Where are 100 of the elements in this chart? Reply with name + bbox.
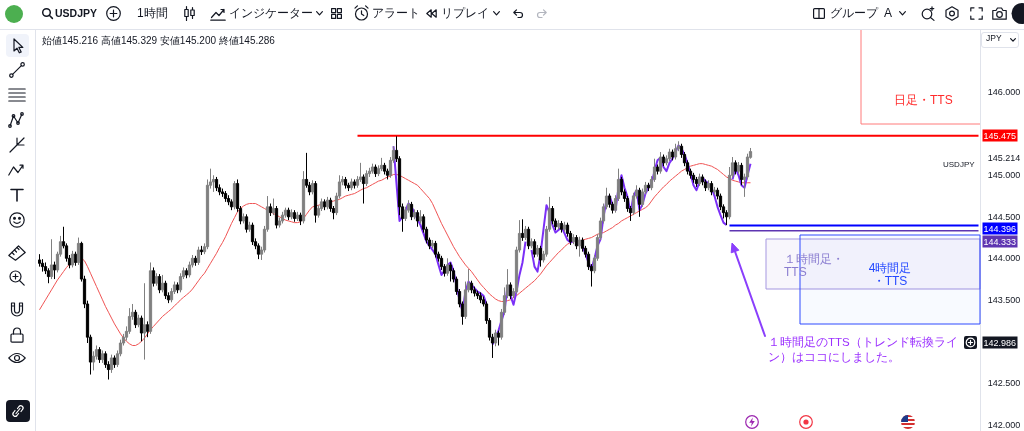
candlestick bbox=[70, 250, 75, 268]
candlestick bbox=[739, 162, 744, 186]
candlestick bbox=[286, 207, 291, 221]
candlestick bbox=[100, 349, 105, 364]
candlestick bbox=[49, 238, 54, 280]
candlestick bbox=[292, 209, 297, 223]
candlestick bbox=[667, 148, 672, 162]
annotation: USDJPY bbox=[943, 160, 976, 169]
candlestick bbox=[298, 212, 303, 226]
candlestick bbox=[343, 176, 348, 190]
annotation: １時間足のTTS（トレンド転換ライン）はココにしました。 bbox=[768, 335, 959, 365]
candlestick bbox=[139, 315, 144, 342]
candlestick bbox=[289, 208, 294, 220]
candlestick bbox=[244, 213, 249, 234]
candlestick bbox=[241, 212, 246, 224]
candlestick bbox=[250, 222, 255, 246]
candlestick bbox=[226, 194, 231, 206]
candlestick bbox=[214, 176, 219, 192]
candlestick bbox=[607, 193, 612, 209]
candlestick bbox=[271, 198, 276, 216]
candlestick bbox=[40, 258, 45, 273]
candlestick bbox=[562, 221, 567, 233]
candlestick bbox=[382, 162, 387, 175]
candlestick bbox=[706, 179, 711, 191]
candlestick bbox=[556, 219, 561, 230]
annotation: 142.986 bbox=[983, 337, 1017, 348]
annotation: 145.475 bbox=[983, 130, 1017, 141]
candlestick bbox=[445, 257, 450, 277]
y-tick-label: 144.000 bbox=[987, 253, 1021, 264]
candlestick bbox=[670, 149, 675, 161]
candlestick bbox=[229, 198, 234, 211]
annotation: 日足・TTS bbox=[894, 93, 953, 107]
candlestick bbox=[412, 208, 417, 220]
candlestick bbox=[364, 169, 369, 187]
y-tick-label: 145.000 bbox=[987, 170, 1021, 181]
candlestick bbox=[142, 282, 147, 361]
candlestick bbox=[274, 205, 279, 229]
candlestick bbox=[199, 245, 204, 256]
candlestick bbox=[76, 237, 81, 266]
candlestick bbox=[136, 314, 141, 328]
candlestick bbox=[580, 237, 585, 253]
candlestick bbox=[433, 240, 438, 258]
candlestick bbox=[703, 178, 708, 192]
candlestick bbox=[109, 354, 114, 374]
candlestick bbox=[577, 236, 582, 258]
candlestick bbox=[220, 188, 225, 198]
candlestick bbox=[736, 161, 741, 175]
candlestick bbox=[373, 164, 378, 178]
candlestick bbox=[538, 245, 543, 268]
candlestick bbox=[415, 209, 420, 228]
candlestick bbox=[709, 180, 714, 196]
candlestick bbox=[661, 154, 666, 167]
candlestick bbox=[379, 157, 384, 172]
candlestick bbox=[151, 266, 156, 288]
candlestick bbox=[475, 290, 480, 300]
text: USDJPY bbox=[55, 7, 98, 20]
candlestick bbox=[496, 330, 501, 346]
y-tick-label: 142.500 bbox=[987, 378, 1021, 388]
text: リプレイ bbox=[441, 6, 489, 21]
candlestick bbox=[469, 280, 474, 294]
candlestick bbox=[313, 180, 318, 224]
candlestick bbox=[508, 281, 513, 300]
annotation: 4時間足・TTS bbox=[867, 261, 913, 288]
y-tick-label: 146.000 bbox=[987, 87, 1021, 98]
candlestick bbox=[370, 163, 375, 175]
candlestick bbox=[154, 272, 159, 287]
candlestick bbox=[352, 178, 357, 190]
candlestick bbox=[523, 225, 528, 241]
candlestick bbox=[658, 151, 663, 175]
text: 144.396 bbox=[983, 223, 1017, 234]
candlestick bbox=[193, 255, 198, 267]
y-tick-label: 143.500 bbox=[987, 294, 1021, 305]
candlestick bbox=[196, 246, 201, 266]
candlestick bbox=[295, 211, 300, 222]
candlestick bbox=[280, 211, 285, 224]
text: アラート bbox=[372, 6, 420, 21]
text: 144.333 bbox=[983, 236, 1017, 247]
candlestick bbox=[256, 242, 261, 260]
candlestick bbox=[574, 234, 579, 250]
y-tick-label: 142.000 bbox=[987, 419, 1021, 430]
candlestick bbox=[175, 281, 180, 294]
candlestick bbox=[673, 143, 678, 161]
candlestick bbox=[529, 237, 534, 249]
annotation: 始値145.216 高値145.329 安値145.200 終値145.286 bbox=[42, 35, 275, 47]
candlestick bbox=[163, 280, 168, 300]
candlestick bbox=[112, 354, 117, 369]
candlestick bbox=[418, 209, 423, 224]
candlestick bbox=[637, 187, 642, 218]
candlestick bbox=[655, 164, 660, 175]
candlestick bbox=[268, 203, 273, 217]
candlestick bbox=[97, 346, 102, 364]
candlestick bbox=[301, 170, 306, 224]
candlestick bbox=[409, 201, 414, 221]
text: グループ bbox=[830, 6, 878, 21]
candlestick bbox=[157, 273, 162, 294]
candlestick bbox=[223, 190, 228, 203]
candlestick bbox=[733, 159, 738, 175]
candlestick bbox=[526, 226, 531, 250]
candlestick bbox=[697, 173, 702, 187]
y-tick-label: 145.214 bbox=[987, 152, 1021, 163]
